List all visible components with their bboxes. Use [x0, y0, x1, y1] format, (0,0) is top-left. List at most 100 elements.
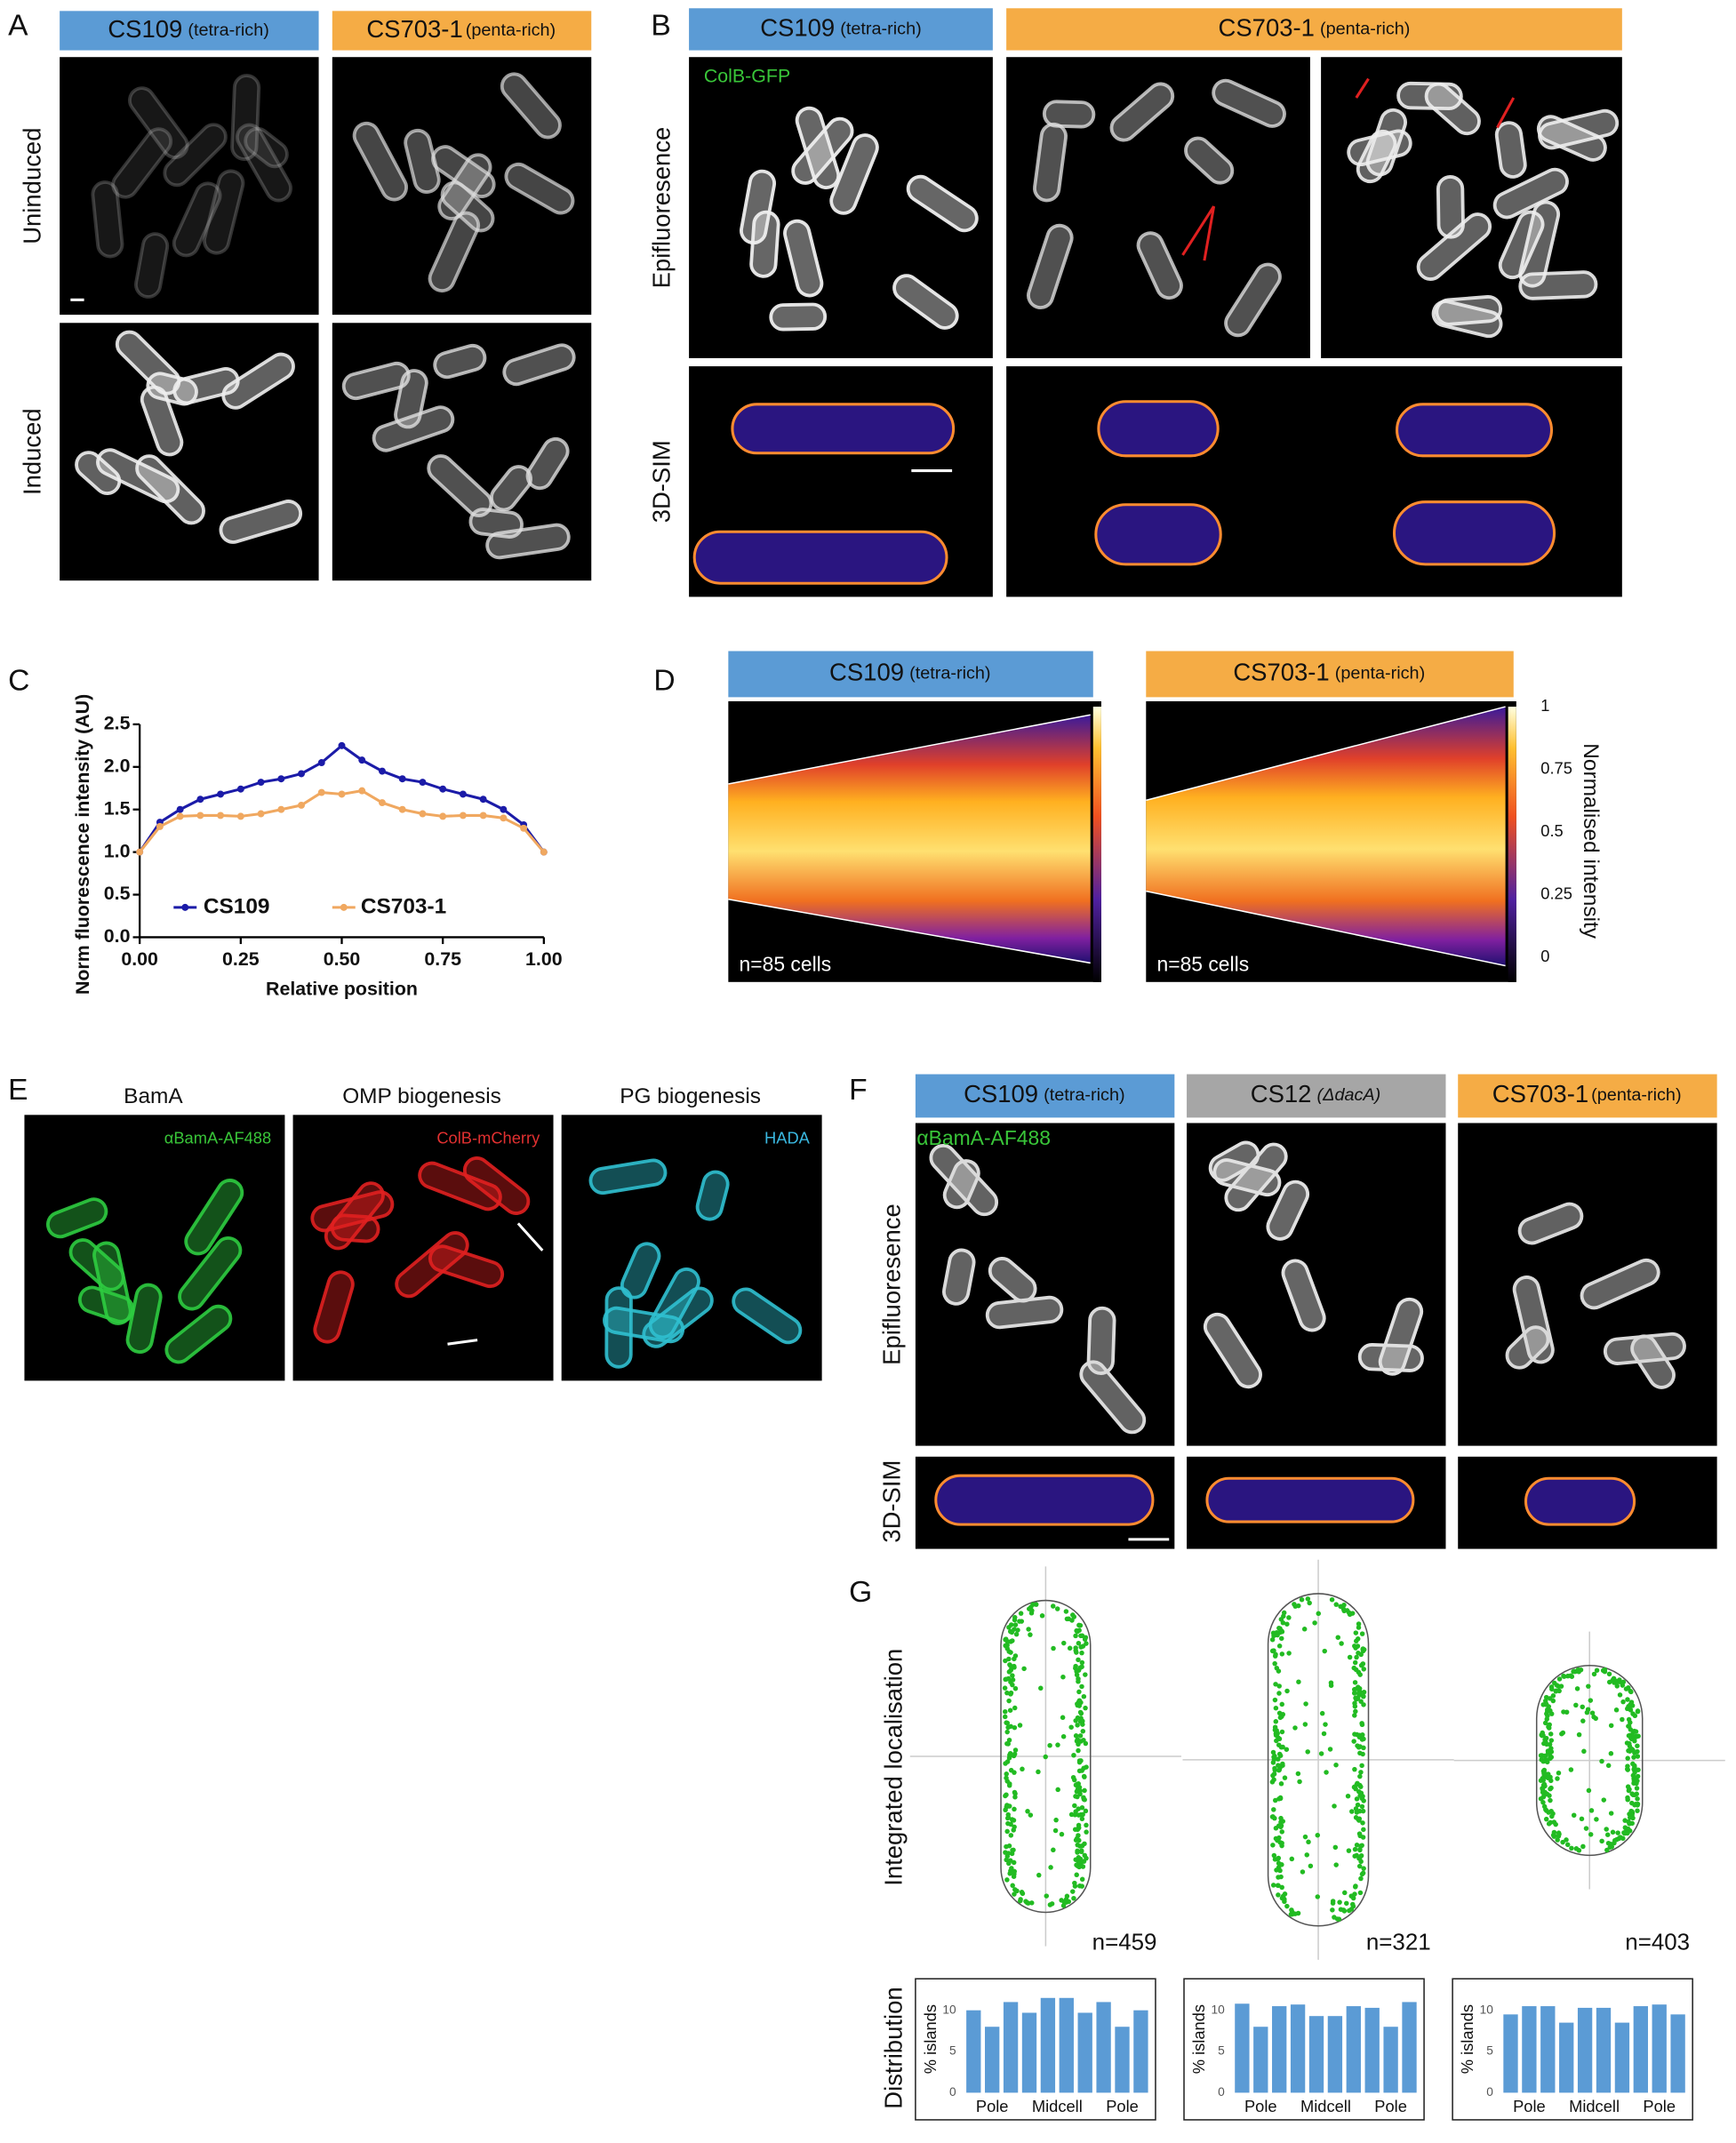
localisation-dot — [1358, 1875, 1364, 1882]
localisation-dot — [1064, 1893, 1070, 1899]
localisation-dot — [1079, 1883, 1084, 1889]
localisation-dot — [1604, 1827, 1609, 1832]
cell — [829, 133, 879, 215]
localisation-dot — [1361, 1866, 1366, 1871]
localisation-dot — [1318, 1751, 1324, 1756]
localisation-dot — [1075, 1715, 1081, 1721]
localisation-dot — [1279, 1651, 1285, 1657]
cell — [783, 219, 824, 298]
column-title: OMP biogenesis — [342, 1084, 501, 1108]
strain: CS109 — [760, 14, 835, 42]
localisation-dot — [1028, 1632, 1033, 1637]
cell — [244, 126, 289, 169]
header-bar — [1458, 1074, 1717, 1118]
localisation-dot — [1012, 1627, 1017, 1632]
localisation-dot — [1632, 1763, 1637, 1769]
localisation-dot — [1077, 1665, 1084, 1670]
localisation-dot — [1359, 1721, 1364, 1726]
localisation-dot — [1354, 1842, 1360, 1848]
localisation-dot — [1277, 1795, 1284, 1801]
localisation-dot — [1588, 1808, 1595, 1813]
localisation-dot — [1282, 1775, 1288, 1780]
row-label: 3D-SIM — [878, 1460, 906, 1543]
localisation-dot — [1626, 1704, 1631, 1709]
y-tick-label: 5 — [1486, 2044, 1493, 2058]
strain: CS12 — [1251, 1080, 1312, 1107]
cell — [1431, 300, 1503, 339]
bar — [1402, 2002, 1417, 2093]
localisation-dot — [1006, 1737, 1012, 1743]
localisation-dot — [1633, 1729, 1639, 1734]
localisation-dot — [1360, 1808, 1366, 1814]
localisation-dot — [1355, 1802, 1361, 1808]
localisation-dot — [1024, 1899, 1030, 1906]
localisation-dot — [1013, 1631, 1020, 1637]
point — [419, 779, 427, 787]
localisation-dot — [1279, 1884, 1284, 1891]
point — [176, 812, 184, 820]
header: CS703-1 (penta-rich) — [1492, 1080, 1682, 1107]
cell — [1109, 82, 1175, 142]
localisation-dot — [1018, 1611, 1024, 1616]
localisation-dot — [1017, 1723, 1023, 1728]
sim-cell — [1097, 400, 1220, 458]
localisation-dot — [1543, 1807, 1548, 1812]
localisation-dot — [1276, 1625, 1282, 1631]
localisation-dot — [1543, 1702, 1549, 1707]
cell — [134, 232, 170, 299]
cell — [1378, 1297, 1424, 1376]
y-axis-label: % islands — [1458, 2004, 1476, 2074]
localisation-dot — [1622, 1825, 1628, 1830]
localisation-dot — [1280, 1763, 1285, 1768]
cell — [942, 1248, 976, 1306]
localisation-dot — [1286, 1651, 1292, 1656]
localisation-dot — [1079, 1848, 1084, 1853]
localisation-dot — [1585, 1707, 1591, 1712]
localisation-dot — [1617, 1692, 1623, 1698]
localisation-dot — [1608, 1723, 1614, 1729]
localisation-dot — [1010, 1682, 1015, 1688]
localisation-dot — [1359, 1843, 1364, 1848]
localisation-dot — [1077, 1843, 1083, 1849]
localisation-dot — [1359, 1737, 1365, 1742]
localisation-dot — [1276, 1683, 1282, 1689]
bar — [1522, 2006, 1537, 2093]
stain-label: ColB-mCherry — [436, 1129, 540, 1147]
sim-cell — [692, 530, 948, 585]
cell — [1086, 1306, 1116, 1375]
sim-cell — [1396, 403, 1554, 458]
localisation-dot — [1550, 1698, 1556, 1704]
localisation-dot — [1555, 1837, 1560, 1843]
localisation-dot — [1003, 1714, 1008, 1720]
localisation-dot — [1007, 1628, 1013, 1635]
localisation-dot — [1299, 1596, 1305, 1603]
cell — [603, 1306, 685, 1344]
localisation-dot — [1004, 1720, 1011, 1726]
localisation-dot — [1333, 1862, 1339, 1867]
bar — [1077, 2012, 1092, 2093]
cell — [942, 1159, 980, 1210]
localisation-dot — [1615, 1830, 1620, 1835]
y-tick-label: 1.5 — [104, 797, 131, 819]
localisation-dot — [1568, 1767, 1574, 1772]
localisation-dot — [1548, 1797, 1553, 1803]
cell — [203, 169, 245, 255]
cell — [502, 343, 576, 387]
localisation-dot — [1039, 1613, 1045, 1619]
cell — [352, 121, 409, 202]
strain-note: (tetra-rich) — [840, 20, 921, 39]
localisation-dot — [1604, 1847, 1610, 1853]
localisation-dot — [1538, 1778, 1544, 1783]
localisation-dot — [1548, 1785, 1554, 1791]
cell — [929, 1143, 999, 1217]
localisation-dot — [1594, 1817, 1599, 1822]
localisation-dot — [1007, 1781, 1012, 1787]
localisation-dot — [1012, 1724, 1018, 1731]
localisation-dot — [1084, 1764, 1089, 1770]
localisation-dot — [1270, 1772, 1276, 1779]
point — [217, 790, 225, 798]
localisation-dot — [1076, 1822, 1082, 1828]
localisation-dot — [1271, 1807, 1276, 1812]
stain-label: αBamA-AF488 — [164, 1129, 271, 1147]
